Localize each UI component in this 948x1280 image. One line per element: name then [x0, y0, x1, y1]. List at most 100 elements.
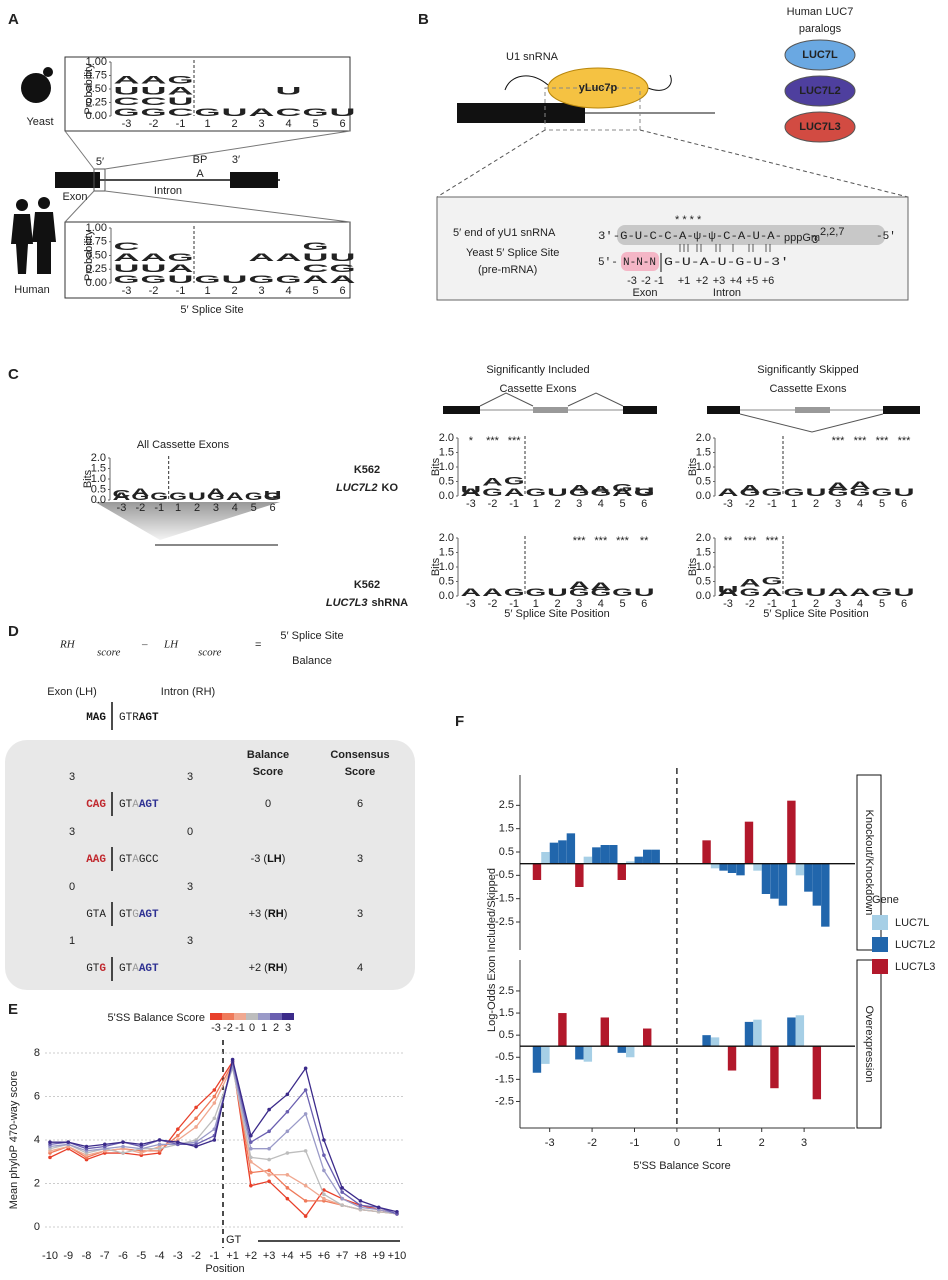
- row-intron-part: A: [132, 963, 139, 975]
- logo-letter: A: [114, 75, 140, 87]
- series-point: [267, 1168, 271, 1173]
- paralog-badge: [784, 111, 856, 143]
- strip: [856, 959, 882, 1129]
- logo-title: Cassette Exons: [769, 383, 847, 395]
- significance-stars: ***: [744, 535, 758, 547]
- protein-label: yLuc7p: [579, 82, 618, 94]
- logo-letter: G: [482, 487, 503, 499]
- region-label: Exon: [632, 287, 657, 299]
- lh-score: 3: [69, 771, 75, 783]
- logo-letter: U: [634, 587, 655, 599]
- logo-position: -3: [122, 118, 132, 130]
- bar: [727, 1046, 737, 1071]
- bar: [702, 840, 711, 864]
- y-tick-label: 1.5: [499, 1007, 514, 1019]
- logo-tick-label: 0.5: [439, 475, 454, 487]
- x-tick-label: -1: [209, 1250, 219, 1262]
- lh-score: 0: [69, 881, 75, 893]
- panel-label: E: [8, 1001, 18, 1018]
- logo-letter: A: [141, 75, 167, 87]
- balance-score-part: RH: [268, 908, 284, 920]
- x-tick-label: -3: [173, 1250, 183, 1262]
- x-tick-label: -10: [42, 1250, 58, 1262]
- pre-mrna: 5′-: [598, 257, 618, 269]
- logo-title: All Cassette Exons: [137, 439, 230, 451]
- series-point: [212, 1101, 217, 1105]
- balance-score-part: +3 (: [249, 908, 269, 920]
- row-intron-part: GT: [119, 854, 133, 866]
- row-exon: AAG: [86, 854, 106, 866]
- logo-letter: G: [330, 263, 356, 275]
- logo-letter: A: [850, 480, 871, 492]
- x-tick-label: -1: [630, 1137, 640, 1149]
- logo-position: 2: [194, 502, 200, 514]
- logo-letter: A: [207, 487, 225, 499]
- logo-tick-label: 2.0: [439, 432, 454, 444]
- balance-score-part: ): [284, 962, 288, 974]
- x-tick-label: 0: [674, 1137, 680, 1149]
- bar: [710, 863, 720, 869]
- series-point: [285, 1151, 290, 1155]
- series-point: [267, 1179, 271, 1184]
- bar: [626, 861, 635, 864]
- organism-label: Human: [14, 284, 49, 296]
- y-tick-label: -2.5: [495, 1095, 514, 1107]
- condition-gene: LUC7L2: [336, 482, 378, 494]
- paralog-name: LUC7L2: [799, 85, 841, 97]
- logo-letter: G: [740, 587, 761, 599]
- balance-score-part: ): [284, 908, 288, 920]
- logo-letter: G: [740, 487, 761, 499]
- gene-label: A: [196, 168, 204, 180]
- logo-letter: A: [718, 487, 739, 499]
- logo-letter: G: [569, 487, 590, 499]
- series-point: [48, 1140, 52, 1144]
- logo-letter: G: [249, 274, 275, 286]
- colorbar-swatch: [270, 1013, 282, 1020]
- logo-letter: G: [762, 487, 783, 499]
- axis-title: Log-Odds Exon Included/Skipped: [486, 868, 498, 1032]
- series-point: [194, 1144, 198, 1149]
- series-line: [49, 1059, 398, 1218]
- series-point: [285, 1109, 290, 1114]
- paralogs-title: paralogs: [799, 23, 842, 35]
- series-line: [49, 1065, 398, 1215]
- series-point: [212, 1138, 217, 1142]
- logo-y-label: Bits: [82, 469, 94, 488]
- logo-letter: A: [330, 274, 356, 286]
- logo-position: 6: [339, 285, 345, 297]
- panel-e-shapes: [222, 1040, 400, 1248]
- bar: [744, 821, 754, 864]
- colorbar-swatch: [234, 1013, 246, 1020]
- logo-tick-label: 1.5: [439, 446, 454, 458]
- logo-position: 5: [251, 502, 257, 514]
- y-tick-label: -1.5: [495, 1073, 514, 1085]
- bar: [778, 863, 788, 906]
- series-point: [249, 1140, 253, 1144]
- logo-letter: A: [131, 487, 149, 499]
- series-point: [303, 1183, 308, 1188]
- series-point: [285, 1172, 290, 1177]
- series-point: [340, 1186, 344, 1190]
- logo-tick-label: 0.00: [86, 110, 107, 122]
- series-point: [303, 1199, 308, 1203]
- logo-position: 3: [213, 502, 219, 514]
- logo-tick-label: 2.0: [696, 432, 711, 444]
- logo-letter: G: [141, 107, 167, 119]
- series-point: [121, 1144, 125, 1149]
- row-intron-part: AGT: [139, 799, 159, 811]
- series-point: [102, 1142, 107, 1147]
- logo-letter: U: [547, 487, 568, 499]
- bar: [609, 845, 618, 864]
- condition-label: LUC7L3 shRNA: [326, 597, 408, 609]
- logo-letter: U: [806, 587, 827, 599]
- logo-tick-label: 1.0: [439, 561, 454, 573]
- strip-label: Knockout/Knockdown: [863, 810, 875, 916]
- x-tick-label: +6: [318, 1250, 331, 1262]
- position-label: +3: [713, 275, 726, 287]
- gene-label: Intron: [154, 185, 182, 197]
- row-exon-part: GTA: [86, 909, 106, 921]
- logo-letter: G: [612, 587, 633, 599]
- balance-score-part: ): [282, 853, 286, 865]
- logo-letter: A: [249, 252, 275, 264]
- logo-tick-label: 1.0: [91, 473, 106, 485]
